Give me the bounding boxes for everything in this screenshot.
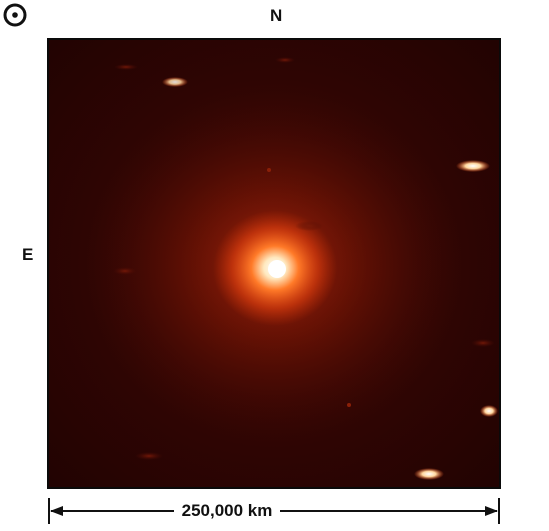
faint-object [113, 267, 137, 275]
scale-bar [48, 498, 500, 524]
star-trail [456, 160, 490, 172]
east-label: E [22, 245, 34, 264]
faint-object [471, 339, 495, 347]
comet-image-frame [47, 38, 501, 489]
faint-object [114, 64, 138, 70]
comet-image [49, 40, 499, 487]
faint-object [267, 168, 271, 172]
faint-object [295, 221, 323, 231]
north-label: N [270, 6, 283, 25]
sun-symbol-icon [3, 3, 27, 27]
faint-object [275, 57, 295, 63]
star-trail [480, 405, 498, 417]
faint-object [135, 452, 163, 460]
star-trail [414, 468, 444, 480]
star-trail [162, 77, 188, 87]
nucleus [268, 260, 286, 278]
faint-object [347, 403, 351, 407]
